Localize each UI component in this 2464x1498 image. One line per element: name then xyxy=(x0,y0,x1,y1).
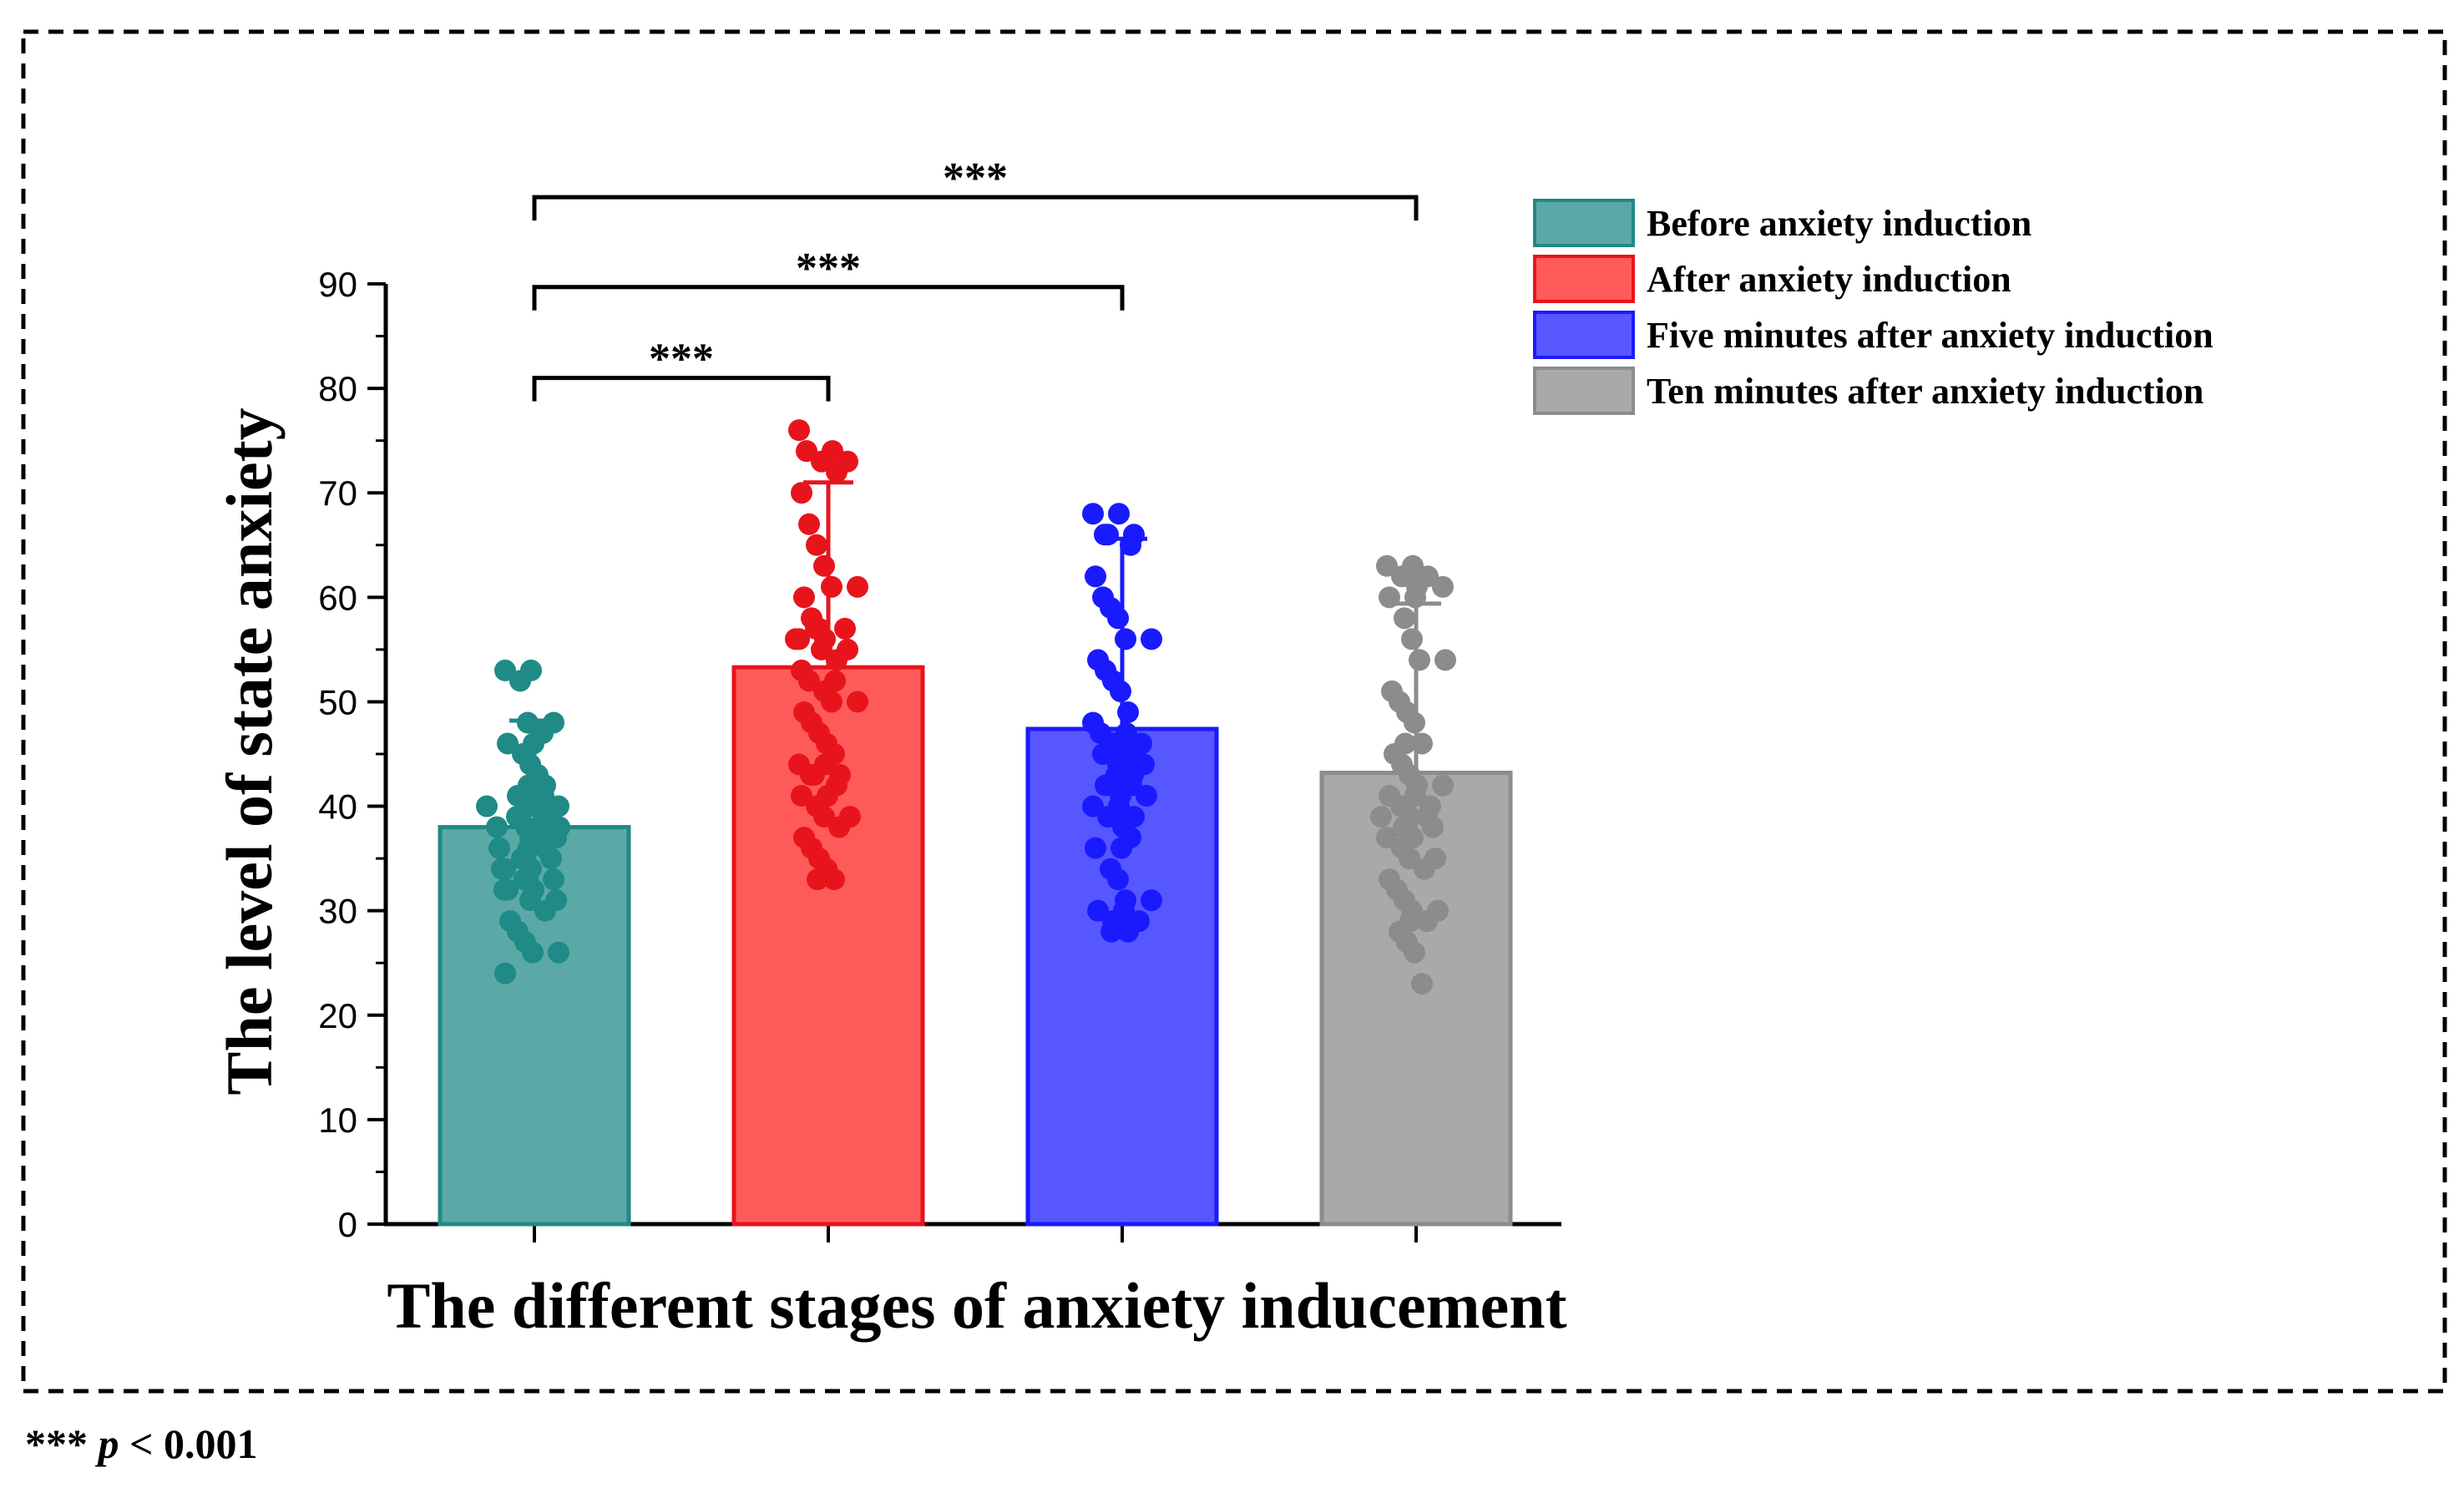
significance-bracket xyxy=(532,376,831,402)
data-point xyxy=(1141,628,1162,650)
data-point xyxy=(488,837,510,859)
data-point xyxy=(806,534,827,556)
data-point xyxy=(847,691,868,713)
data-point xyxy=(1082,503,1104,525)
data-point xyxy=(1108,503,1130,525)
data-point xyxy=(791,482,812,504)
y-tick-label: 90 xyxy=(318,265,357,304)
data-point xyxy=(1094,524,1116,546)
legend-label: Before anxiety induction xyxy=(1647,203,2031,244)
data-point xyxy=(807,868,828,891)
data-point xyxy=(1434,649,1456,671)
legend-swatch xyxy=(1533,199,1635,247)
data-point xyxy=(793,586,815,609)
data-point xyxy=(798,513,820,535)
data-point xyxy=(813,554,835,577)
y-tick-label: 80 xyxy=(318,369,357,408)
data-point xyxy=(1401,628,1423,650)
data-point xyxy=(826,649,847,671)
data-point xyxy=(1110,680,1131,702)
legend-label: After anxiety induction xyxy=(1647,259,2011,300)
y-axis-title: The level of state anxiety xyxy=(213,407,286,1095)
data-point xyxy=(1411,732,1433,755)
y-tick-label: 50 xyxy=(318,682,357,721)
data-point xyxy=(788,419,810,442)
footnote-threshold: < 0.001 xyxy=(119,1420,258,1467)
data-point xyxy=(1416,910,1438,933)
y-tick-label: 40 xyxy=(318,787,357,827)
data-point xyxy=(1404,586,1426,609)
dashed-frame xyxy=(21,29,2447,1394)
data-point xyxy=(1141,889,1162,912)
footnote: *** p < 0.001 xyxy=(25,1420,258,1468)
y-tick-label: 10 xyxy=(318,1101,357,1140)
data-point xyxy=(486,816,508,838)
data-point xyxy=(1107,868,1129,891)
data-point xyxy=(800,764,822,787)
significance-label: *** xyxy=(943,154,1008,202)
data-point xyxy=(494,962,516,984)
data-point xyxy=(1404,941,1425,964)
significance-label: *** xyxy=(649,336,714,383)
data-point xyxy=(826,461,847,483)
y-tick-label: 20 xyxy=(318,996,357,1035)
footnote-p: p xyxy=(98,1420,119,1467)
data-point xyxy=(1379,586,1400,609)
bar xyxy=(1319,771,1513,1227)
data-point xyxy=(785,628,807,650)
data-point xyxy=(1107,607,1129,630)
data-point xyxy=(543,868,564,891)
data-point xyxy=(491,858,513,880)
data-point xyxy=(540,848,562,870)
data-point xyxy=(1411,973,1433,995)
significance-bracket xyxy=(532,195,1419,221)
data-point xyxy=(476,795,498,817)
data-point xyxy=(1117,920,1139,943)
data-point xyxy=(821,575,842,598)
legend-swatch xyxy=(1533,311,1635,359)
data-point xyxy=(1404,711,1425,734)
data-point xyxy=(509,670,531,692)
y-tick-label: 30 xyxy=(318,892,357,931)
y-tick-label: 0 xyxy=(338,1205,357,1244)
data-point xyxy=(534,899,556,922)
significance-bracket xyxy=(532,285,1125,311)
legend-label: Ten minutes after anxiety induction xyxy=(1647,371,2203,412)
data-point xyxy=(1136,785,1157,807)
data-point xyxy=(828,816,850,838)
data-point xyxy=(823,868,845,891)
significance-label: *** xyxy=(796,245,861,292)
data-point xyxy=(522,941,544,964)
bar xyxy=(731,665,925,1227)
data-point xyxy=(1085,565,1106,588)
data-point xyxy=(1432,774,1454,797)
y-tick-label: 60 xyxy=(318,578,357,617)
data-point xyxy=(1117,701,1139,723)
footnote-stars: *** xyxy=(25,1420,88,1467)
data-point xyxy=(1432,575,1454,598)
data-point xyxy=(821,691,842,713)
data-point xyxy=(1394,607,1415,630)
legend-swatch xyxy=(1533,255,1635,303)
data-point xyxy=(1422,816,1444,838)
y-tick-label: 70 xyxy=(318,473,357,513)
data-point xyxy=(1100,920,1122,943)
data-point xyxy=(1409,649,1430,671)
data-point xyxy=(1414,858,1435,880)
data-point xyxy=(1370,806,1392,828)
data-point xyxy=(1120,534,1141,556)
legend-swatch xyxy=(1533,367,1635,415)
x-axis-title: The different stages of anxiety induceme… xyxy=(387,1269,1566,1342)
data-point xyxy=(1115,628,1136,650)
data-point xyxy=(1111,837,1132,859)
data-point xyxy=(1085,837,1106,859)
data-point xyxy=(493,878,515,901)
legend-label: Five minutes after anxiety induction xyxy=(1647,315,2214,356)
data-point xyxy=(548,941,569,964)
data-point xyxy=(847,575,868,598)
data-point xyxy=(834,617,856,640)
